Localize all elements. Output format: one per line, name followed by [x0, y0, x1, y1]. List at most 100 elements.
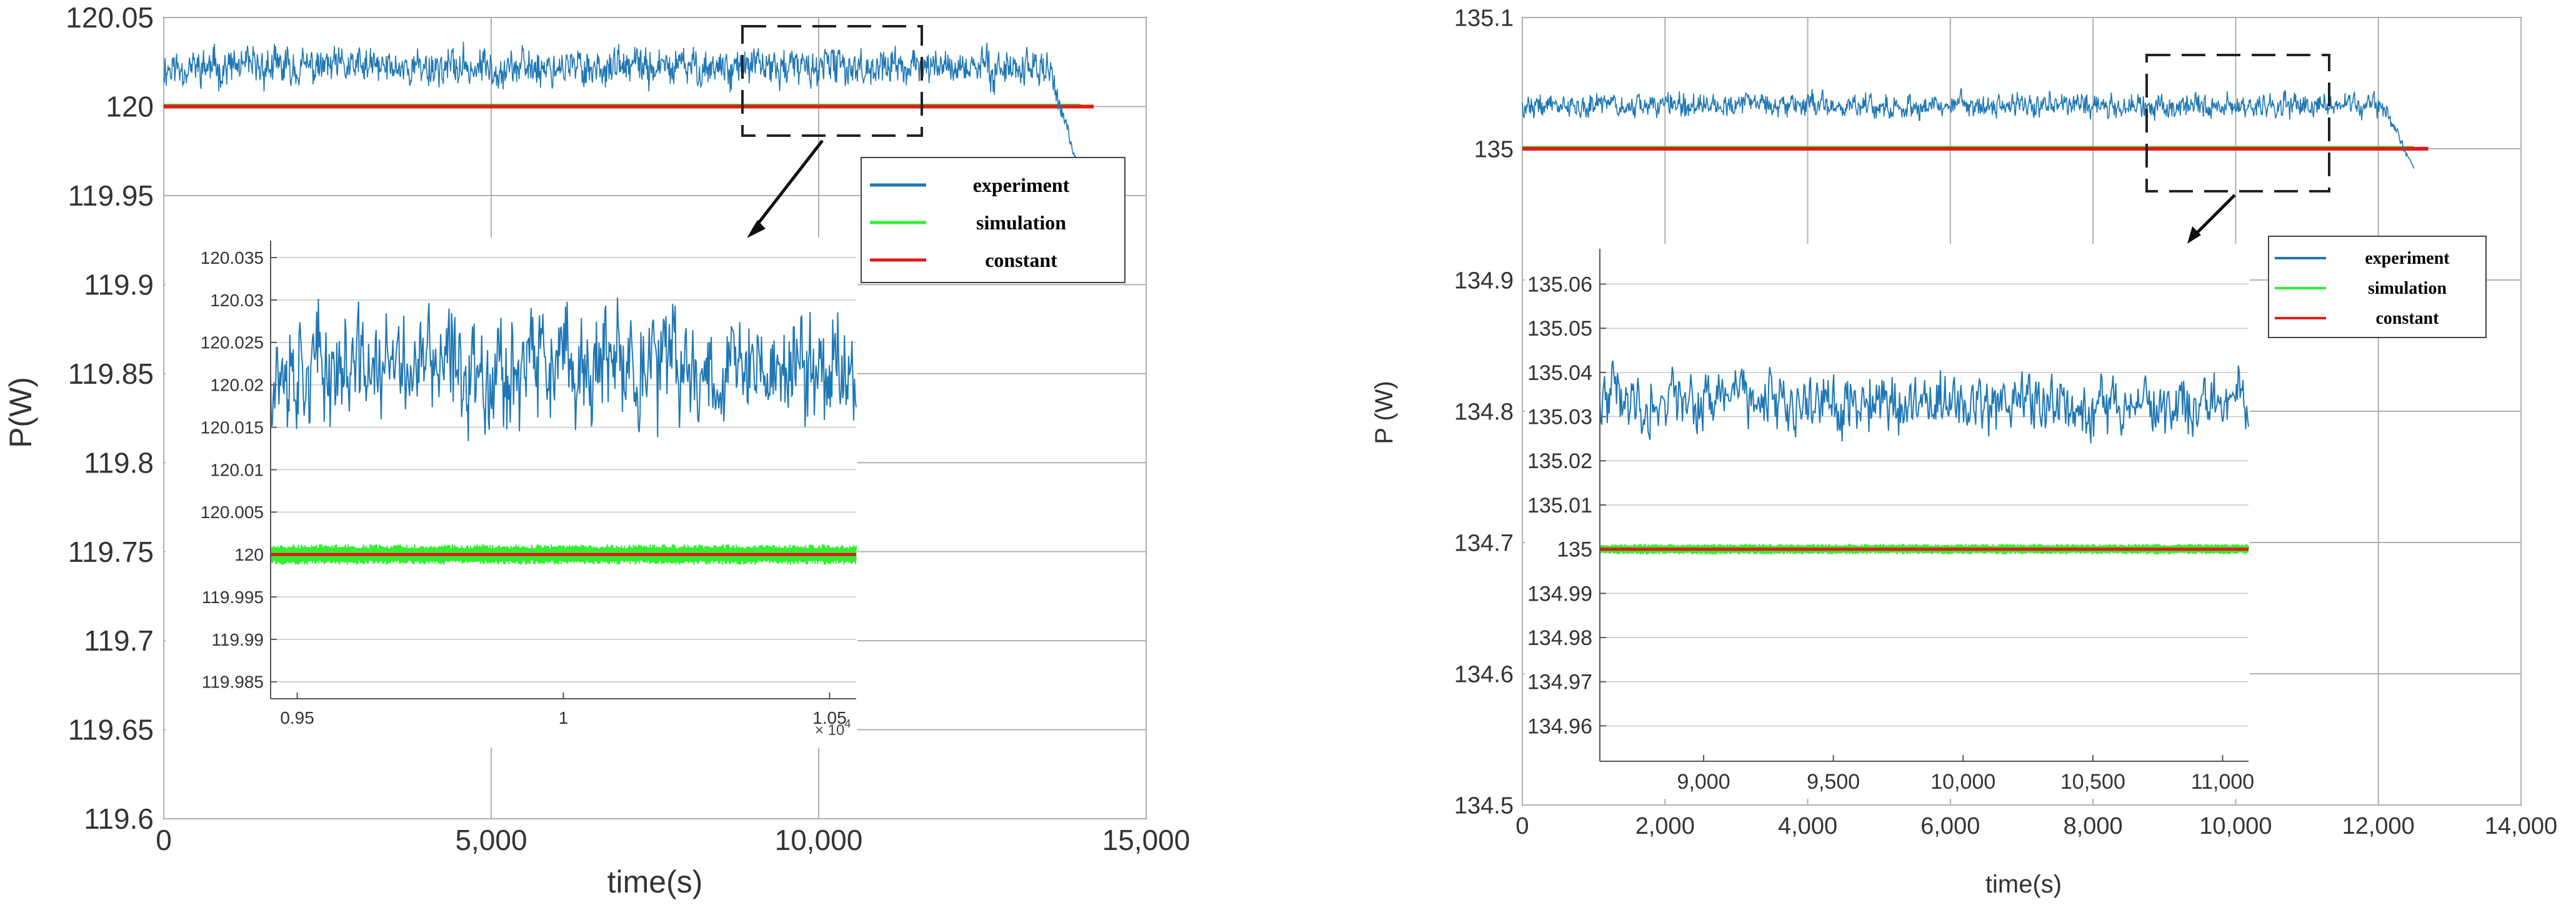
inset-x-tick-label: 1 [559, 708, 569, 728]
inset-y-tick-label: 134.97 [1527, 671, 1592, 694]
x-tick-label: 6,000 [1920, 813, 1980, 839]
right-main-series [1522, 88, 2429, 169]
y-tick-label: 134.5 [1454, 792, 1514, 819]
y-tick-label: 135.1 [1454, 5, 1514, 31]
inset-x-tick-label: 9,000 [1677, 770, 1730, 794]
y-tick-label: 134.9 [1454, 268, 1514, 294]
y-tick-label: 119.9 [84, 268, 154, 301]
left-x-ticks: 0 5,000 10,000 15,000 [156, 824, 1190, 856]
inset-y-tick-label: 120.005 [201, 502, 264, 522]
inset-x-tick-label: 9,500 [1807, 770, 1860, 794]
left-zoom-arrow [752, 139, 824, 231]
inset-y-tick-label: 134.98 [1527, 626, 1592, 650]
right-x-axis-label: time(s) [1985, 871, 2062, 898]
left-inset-series [270, 298, 857, 565]
inset-y-tick-label: 120.015 [201, 418, 264, 437]
inset-y-tick-label: 120 [234, 545, 264, 564]
inset-y-tick-label: 134.96 [1527, 714, 1592, 738]
left-legend-label-constant: constant [985, 249, 1057, 271]
inset-x-tick-label: 1.05 [812, 708, 847, 728]
right-y-ticks: 134.5 134.6 134.7 134.8 134.9 135 135.1 [1454, 5, 1514, 819]
right-inset-y-ticks: 134.96 134.97 134.98 134.99 135 135.01 135.02 1… [1527, 272, 1592, 738]
inset-x-tick-label: 10,000 [1930, 770, 1995, 794]
y-tick-label: 119.85 [68, 358, 154, 390]
inset-y-tick-label: 119.99 [211, 630, 264, 649]
inset-series-experiment [1599, 360, 2249, 444]
inset-y-tick-label: 119.995 [202, 588, 264, 607]
left-zoom-box [741, 25, 923, 137]
right-y-axis-label: P (W) [1370, 381, 1398, 444]
inset-y-tick-label: 135.03 [1527, 406, 1592, 429]
x-tick-label: 5,000 [455, 824, 527, 856]
left-inset-x-exponent: × 104 [815, 718, 851, 739]
right-legend-label-constant: constant [2375, 309, 2439, 328]
left-y-axis-label: P(W) [3, 377, 38, 448]
y-tick-label: 119.95 [68, 179, 154, 212]
inset-y-tick-label: 135.02 [1527, 449, 1592, 473]
inset-y-tick-label: 135.06 [1527, 272, 1592, 296]
y-tick-label: 119.65 [68, 714, 154, 746]
right-chart: 134.96 134.97 134.98 134.99 135 135.01 135.02 1… [1370, 5, 2557, 898]
inset-y-tick-label: 120.035 [201, 248, 264, 268]
left-main-series [163, 41, 1094, 178]
right-legend: experiment simulation constant [2268, 236, 2487, 338]
left-zoom-arrowhead [747, 220, 766, 238]
left-chart: 119.985 119.99 119.995 120 120.005 120.01 120.… [3, 1, 1190, 899]
inset-y-tick-label: 120.03 [210, 291, 264, 310]
x-tick-label: 10,000 [775, 824, 863, 856]
y-tick-label: 119.6 [84, 802, 154, 835]
left-x-axis-label: time(s) [607, 864, 703, 899]
x-tick-label: 0 [1515, 813, 1529, 839]
y-tick-label: 120.05 [66, 1, 154, 34]
x-tick-label: 0 [156, 824, 172, 856]
series-experiment [163, 41, 1081, 178]
left-legend-label-experiment: experiment [973, 174, 1070, 196]
inset-y-tick-label: 120.025 [201, 333, 264, 352]
x-tick-label: 4,000 [1778, 813, 1837, 839]
left-legend: experiment simulation constant [861, 157, 1126, 283]
inset-x-tick-label: 10,500 [2060, 770, 2125, 794]
y-tick-label: 134.6 [1454, 661, 1514, 688]
x-tick-label: 10,000 [2199, 813, 2272, 839]
inset-y-tick-label: 135.01 [1527, 494, 1592, 518]
y-tick-label: 119.8 [84, 446, 154, 479]
right-zoom-box [2145, 54, 2330, 192]
y-tick-label: 120 [106, 91, 154, 123]
x-tick-label: 8,000 [2064, 813, 2123, 839]
y-tick-label: 134.8 [1454, 399, 1514, 425]
left-legend-box [861, 157, 1126, 283]
y-tick-label: 119.7 [84, 624, 154, 657]
left-inset-x-ticks: 0.95 1 1.05 [280, 708, 846, 728]
right-legend-label-experiment: experiment [2365, 249, 2450, 268]
right-zoom-arrow [2192, 194, 2236, 238]
left-y-ticks: 119.6 119.65 119.7 119.75 119.8 119.85 119.9 11… [66, 1, 154, 835]
y-tick-label: 119.75 [68, 536, 154, 568]
series-experiment [1522, 88, 2415, 169]
x-tick-label: 2,000 [1635, 813, 1695, 839]
inset-y-tick-label: 119.985 [202, 672, 264, 692]
right-inset-frame [1525, 244, 2250, 799]
x-tick-label: 14,000 [2485, 813, 2557, 839]
inset-y-tick-label: 120.02 [210, 376, 264, 395]
right-inset-series [1599, 360, 2249, 555]
y-tick-label: 134.7 [1454, 530, 1514, 556]
y-tick-label: 135 [1474, 136, 1514, 162]
right-zoom-arrowhead [2187, 226, 2201, 244]
inset-x-tick-label: 11,000 [2191, 770, 2254, 794]
left-inset-y-ticks: 119.985 119.99 119.995 120 120.005 120.01 120.… [201, 248, 264, 692]
inset-y-tick-label: 135 [1557, 538, 1592, 562]
right-x-ticks: 0 2,000 4,000 6,000 8,000 10,000 12,000 14,000 [1515, 813, 2557, 839]
inset-x-tick-label: 0.95 [280, 708, 314, 728]
left-legend-label-simulation: simulation [976, 211, 1066, 234]
inset-y-tick-label: 135.04 [1527, 361, 1592, 385]
inset-series-experiment [270, 298, 857, 441]
inset-y-tick-label: 120.01 [210, 460, 264, 479]
inset-y-tick-label: 134.99 [1527, 582, 1592, 606]
left-inset-frame [166, 238, 857, 748]
x-tick-label: 15,000 [1102, 824, 1191, 856]
x-tick-label: 12,000 [2342, 813, 2415, 839]
inset-y-tick-label: 135.05 [1527, 317, 1592, 341]
right-legend-label-simulation: simulation [2368, 279, 2447, 298]
